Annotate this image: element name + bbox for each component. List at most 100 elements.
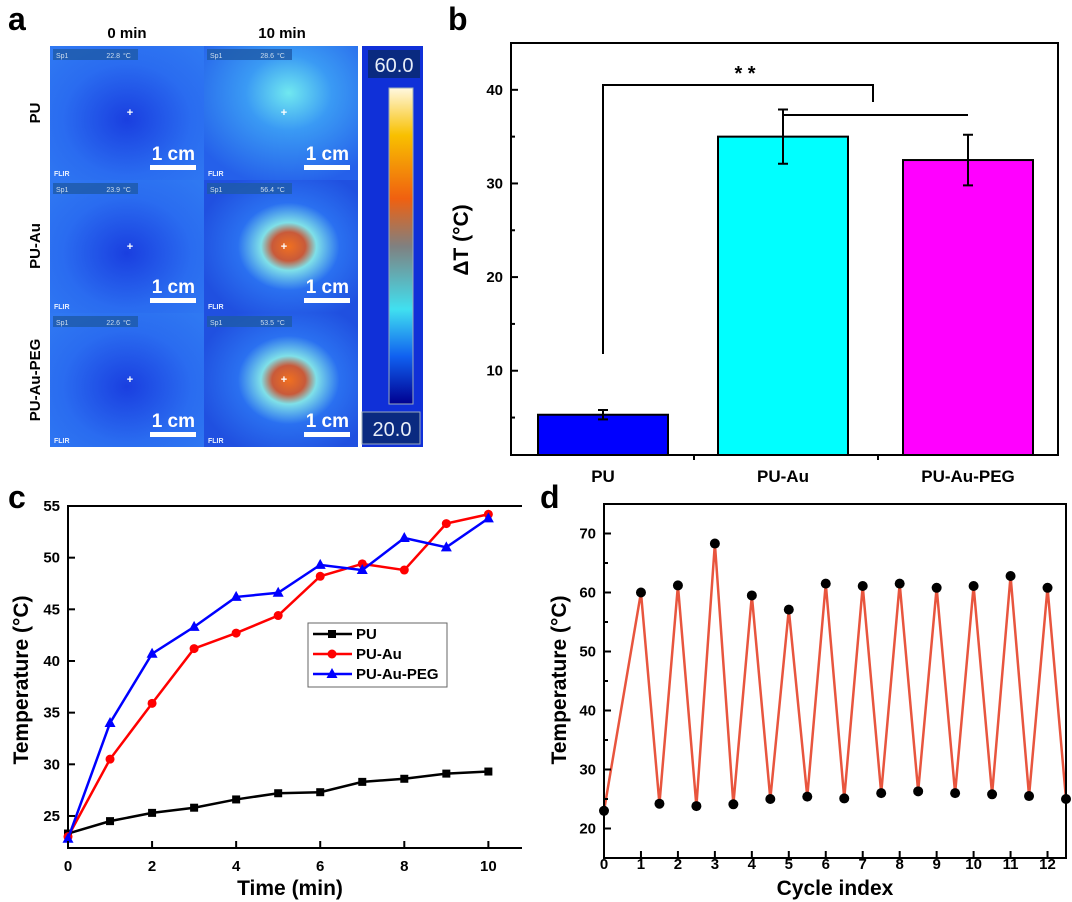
data-point: [876, 788, 887, 799]
x-tick-label: 6: [822, 856, 830, 873]
y-tick-label: 55: [43, 498, 60, 515]
column-header-0min: 0 min: [107, 25, 146, 42]
thermal-image: Sp1 28.6 °C +1 cm FLIR: [204, 46, 358, 180]
legend-label: PU: [356, 626, 377, 643]
thermal-image-background: [50, 46, 204, 180]
scale-bar-label: 1 cm: [152, 144, 195, 165]
flir-logo: FLIR: [54, 304, 70, 311]
y-tick-label: 25: [43, 808, 60, 825]
data-point-circle: [105, 754, 115, 764]
y-axis-label: ΔT (°C): [450, 204, 473, 275]
data-point-square: [274, 789, 283, 798]
plot-frame: [67, 505, 522, 849]
data-point: [950, 788, 961, 799]
spot-label: Sp1: [210, 187, 223, 194]
scale-bar-label: 1 cm: [306, 277, 349, 298]
x-tick-label: PU-Au: [757, 467, 809, 486]
thermal-image-grid: 0 min 10 min PU PU-Au PU-Au-PEG Sp1 22.8 °…: [27, 25, 423, 447]
x-tick-label: 9: [932, 856, 940, 873]
panel-label-b: b: [448, 1, 468, 37]
panel-label-d: d: [540, 479, 560, 515]
temperature-readout: 22.8: [106, 53, 120, 60]
data-point-circle: [231, 628, 241, 638]
data-point-triangle: [440, 541, 452, 552]
y-tick-label: 50: [43, 550, 60, 567]
data-point-triangle: [398, 532, 410, 543]
x-tick-label: 4: [232, 858, 241, 875]
flir-logo: FLIR: [54, 438, 70, 445]
readout-box: [53, 49, 138, 60]
flir-logo: FLIR: [208, 438, 224, 445]
temperature-readout: 28.6: [260, 53, 274, 60]
unit-label: °C: [277, 319, 285, 327]
flir-logo: FLIR: [54, 171, 70, 178]
bar-pu-au-peg: [902, 159, 1034, 457]
x-tick-label: 7: [859, 856, 867, 873]
readout-box: [207, 49, 292, 60]
y-tick-label: 30: [43, 756, 60, 773]
data-point-triangle: [62, 832, 74, 843]
x-tick-label: 6: [316, 858, 324, 875]
bar-pu-au: [717, 135, 849, 457]
x-tick-label: 2: [674, 856, 682, 873]
y-tick-label: 20: [486, 269, 503, 286]
data-point-square: [190, 803, 199, 812]
x-tick-label: 10: [480, 858, 497, 875]
spot-label: Sp1: [210, 320, 223, 327]
colorbar-max: 60.0: [375, 55, 414, 77]
data-point-square: [484, 767, 493, 776]
data-point-triangle: [104, 716, 116, 727]
data-point: [654, 798, 665, 809]
data-point: [1005, 570, 1016, 581]
data-point-triangle: [482, 512, 494, 523]
x-tick-label: 11: [1003, 856, 1019, 873]
readout-box: [207, 183, 292, 194]
x-tick-label: PU: [591, 467, 615, 486]
thermal-image-background: [204, 313, 358, 447]
y-axis-label: Temperature (°C): [10, 595, 33, 764]
data-point-circle: [357, 559, 367, 569]
crosshair-icon: +: [127, 374, 133, 386]
x-tick-label: 8: [896, 856, 904, 873]
thermal-image: Sp1 22.8 °C +1 cm FLIR: [50, 46, 204, 180]
row-label-pu: PU: [27, 103, 44, 124]
bar-pu: [537, 413, 669, 456]
x-axis-label: Time (min): [237, 877, 343, 900]
scale-bar: [304, 298, 350, 303]
x-tick-label: 2: [148, 858, 156, 875]
x-tick-label: 0: [600, 856, 608, 873]
significance-bracket: [602, 84, 968, 354]
data-point: [765, 794, 776, 804]
y-tick-label: 30: [579, 762, 596, 779]
data-point-triangle: [188, 620, 200, 631]
legend-label: PU-Au-PEG: [356, 666, 439, 683]
data-point-circle: [189, 644, 199, 654]
data-point-triangle: [146, 647, 158, 658]
y-tick-label: 35: [43, 705, 60, 722]
data-point: [672, 580, 683, 591]
thermal-image-background: [204, 180, 358, 313]
unit-label: °C: [277, 52, 285, 60]
row-label-pu-au-peg: PU-Au-PEG: [27, 339, 44, 422]
flir-logo: FLIR: [208, 304, 224, 311]
crosshair-icon: +: [127, 241, 133, 253]
thermal-image: Sp1 22.6 °C +1 cm FLIR: [50, 313, 204, 447]
scale-bar-label: 1 cm: [152, 277, 195, 298]
y-tick-label: 70: [579, 526, 596, 543]
error-bar: [598, 409, 608, 421]
data-point-square: [106, 817, 115, 826]
data-point: [709, 538, 720, 549]
panel-label-c: c: [8, 479, 26, 515]
flir-logo: FLIR: [208, 171, 224, 178]
x-tick-label: 0: [64, 858, 72, 875]
data-point: [1024, 791, 1035, 802]
y-tick-label: 30: [486, 175, 503, 192]
spot-label: Sp1: [56, 320, 69, 327]
x-tick-label: 12: [1039, 856, 1056, 873]
x-tick-label: PU-Au-PEG: [921, 467, 1015, 486]
readout-box: [53, 183, 138, 194]
data-point-square: [148, 808, 157, 817]
y-tick-label: 10: [486, 363, 503, 380]
temperature-readout: 53.5: [260, 320, 274, 327]
